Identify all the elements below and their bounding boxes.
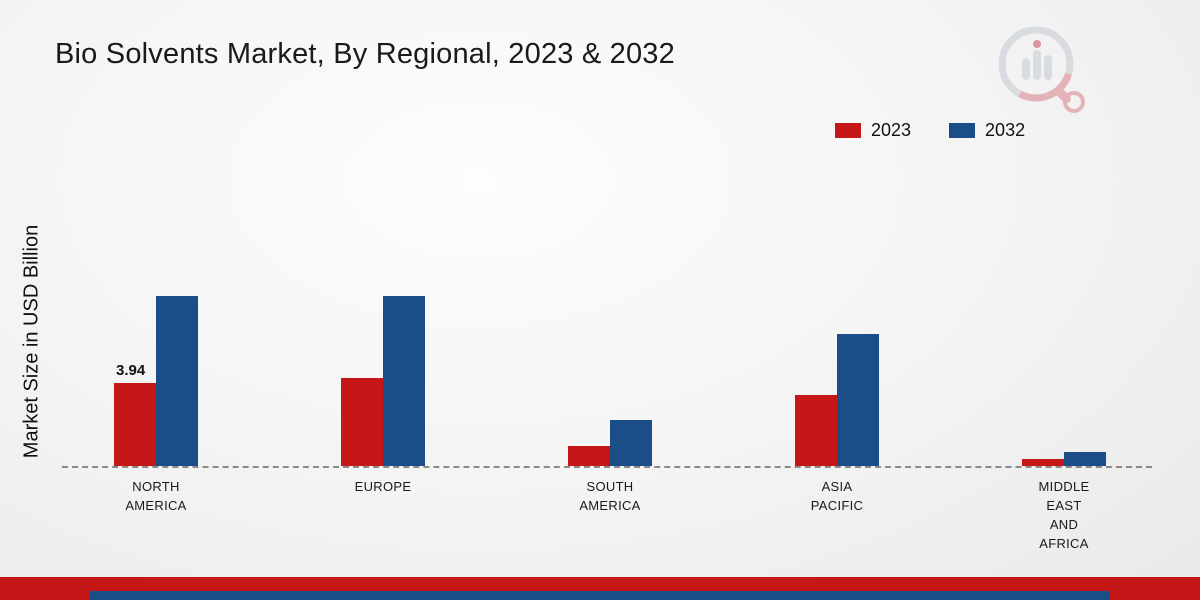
bar-2032-asia-pacific (837, 334, 879, 466)
bar-2032-north-america (156, 296, 198, 466)
bar-2032-europe (383, 296, 425, 466)
category-label-middle-east-and-africa: MIDDLE EAST AND AFRICA (1038, 479, 1090, 551)
category-label-south-america: SOUTH AMERICA (579, 479, 641, 513)
legend-label-2023: 2023 (871, 120, 912, 140)
legend-item-2032: 2032 (949, 120, 1025, 141)
legend-item-2023: 2023 (835, 120, 911, 141)
bar-2023-europe (341, 378, 383, 466)
data-label-2023-north-america: 3.94 (116, 362, 146, 379)
brand-logo (998, 26, 1085, 113)
legend-swatch-2023 (835, 123, 861, 138)
legend: 2023 2032 (835, 120, 1025, 141)
bar-2032-south-america (610, 420, 652, 466)
x-axis-line (62, 466, 1152, 468)
legend-label-2032: 2032 (985, 120, 1026, 140)
footer-navy-band (90, 591, 1110, 600)
category-label-asia-pacific: ASIA PACIFIC (810, 479, 864, 513)
bar-2023-asia-pacific (795, 395, 837, 466)
bar-2023-middle-east-and-africa (1022, 459, 1064, 466)
chart-title: Bio Solvents Market, By Regional, 2023 &… (55, 38, 675, 70)
legend-swatch-2032 (949, 123, 976, 138)
category-label-north-america: NORTH AMERICA (125, 479, 187, 513)
bar-2023-south-america (568, 446, 610, 466)
category-label-europe: EUROPE (354, 479, 412, 494)
bar-2032-middle-east-and-africa (1064, 452, 1106, 466)
magnifier-chart-icon (998, 26, 1085, 113)
bar-2023-north-america (114, 383, 156, 466)
